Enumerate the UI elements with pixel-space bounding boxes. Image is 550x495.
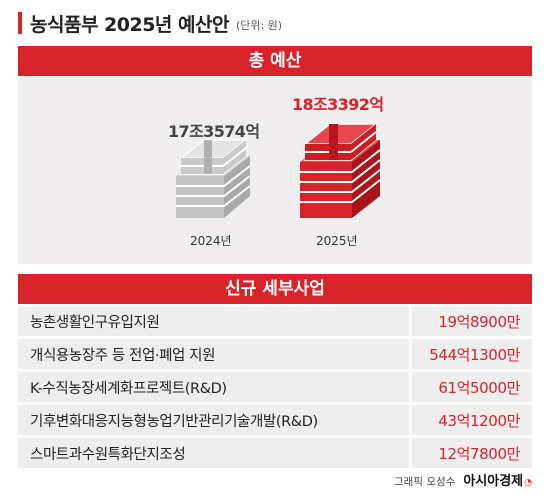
amount-2024: 17조3574억 <box>168 122 260 141</box>
row-divider <box>409 405 412 435</box>
project-name: 개식용농장주 등 전업·폐업 지원 <box>30 347 216 364</box>
project-list: 농촌생활인구유입지원 19억8900만 개식용농장주 등 전업·폐업 지원 54… <box>18 306 532 471</box>
total-budget-banner: 총 예산 <box>18 46 532 76</box>
project-amount: 61억5000만 <box>438 378 520 397</box>
row-divider <box>409 339 412 369</box>
project-amount: 12억7800만 <box>438 444 520 463</box>
project-name: 농촌생활인구유입지원 <box>30 314 160 331</box>
list-item: K-수직농장세계화프로젝트(R&D) 61억5000만 <box>18 372 532 402</box>
money-stack-2025-icon <box>300 123 381 218</box>
new-projects-banner: 신규 세부사업 <box>18 274 532 304</box>
logo-mark-icon: ◔ <box>524 478 532 488</box>
money-stack-2024-icon <box>176 139 251 218</box>
total-budget-panel: 17조3574억 18조3392억 2024년 2025년 <box>18 76 532 264</box>
amount-2025: 18조3392억 <box>292 95 384 114</box>
list-item: 개식용농장주 등 전업·폐업 지원 544억1300만 <box>18 339 532 369</box>
project-amount: 544억1300만 <box>429 345 520 364</box>
project-amount: 19억8900만 <box>438 312 520 331</box>
project-name: 스마트과수원특화단지조성 <box>30 446 186 463</box>
row-divider <box>409 372 412 402</box>
page-title: 농식품부 2025년 예산안 <box>30 13 229 36</box>
graphic-credit: 그래픽 오성수 <box>394 476 456 488</box>
list-item: 기후변화대응지능형농업기반관리기술개발(R&D) 43억1200만 <box>18 405 532 435</box>
credit-line: 그래픽 오성수 아시아경제 ◔ <box>394 470 532 489</box>
project-name: K-수직농장세계화프로젝트(R&D) <box>30 380 227 397</box>
title-row: 농식품부 2025년 예산안 (단위: 원) <box>18 10 282 36</box>
year-label-2025: 2025년 <box>316 234 358 248</box>
publisher-logo: 아시아경제 <box>463 474 524 489</box>
list-item: 농촌생활인구유입지원 19억8900만 <box>18 306 532 336</box>
project-name: 기후변화대응지능형농업기반관리기술개발(R&D) <box>30 413 318 430</box>
row-divider <box>409 438 412 468</box>
unit-note: (단위: 원) <box>235 19 283 32</box>
year-label-2024: 2024년 <box>190 234 232 248</box>
title-accent-bar <box>18 12 22 34</box>
project-amount: 43억1200만 <box>438 411 520 430</box>
list-item: 스마트과수원특화단지조성 12억7800만 <box>18 438 532 468</box>
row-divider <box>409 306 412 336</box>
money-stack-illustration <box>176 123 381 218</box>
